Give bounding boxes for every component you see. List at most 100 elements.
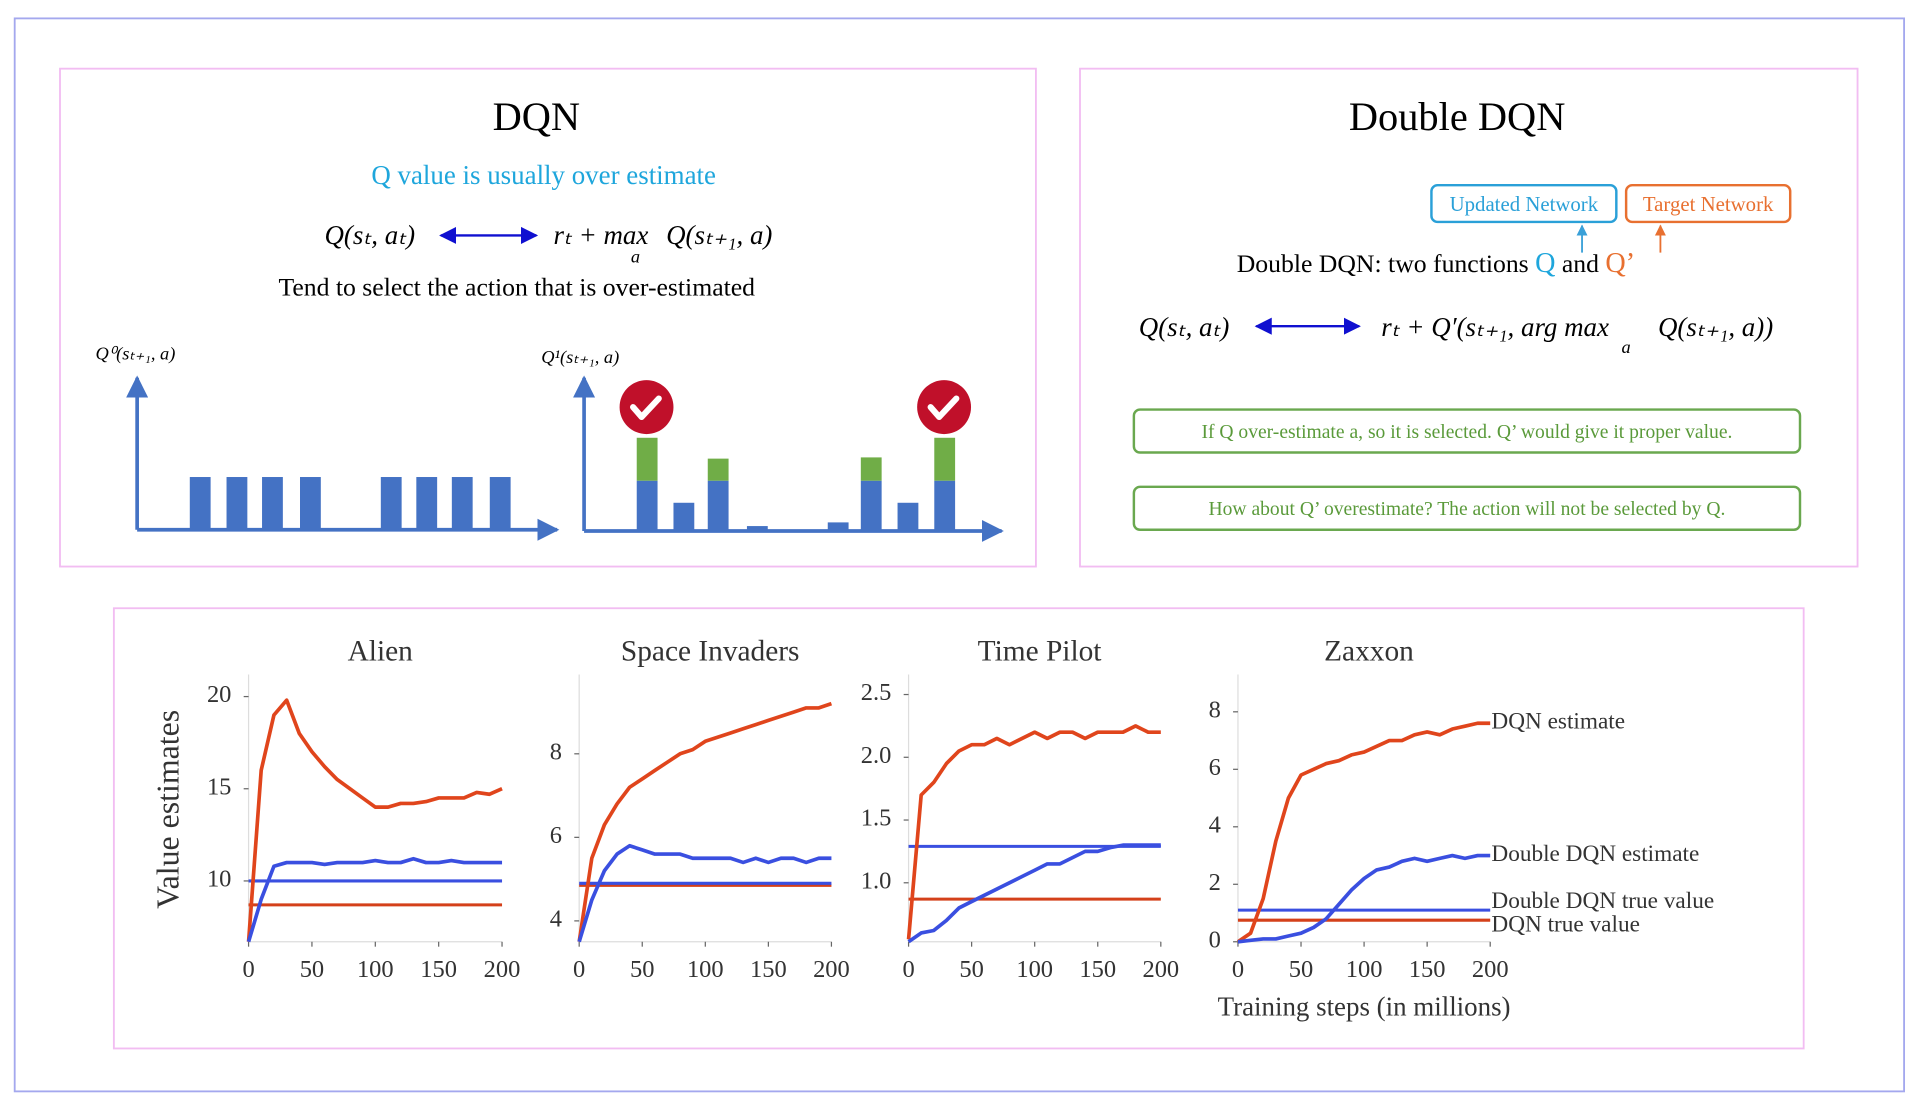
- series-line: [246, 856, 503, 943]
- y-tick-label: 20: [207, 681, 231, 708]
- formula-lhs: Q(sₜ, aₜ): [324, 220, 415, 250]
- ddqn-panel: [1079, 67, 1859, 568]
- bar-extra: [934, 437, 956, 481]
- x-tick-label: 200: [1142, 956, 1179, 983]
- x-tick-label: 150: [1079, 956, 1116, 983]
- check-mark: [927, 395, 960, 420]
- check-mark: [630, 395, 662, 420]
- sentence-part: Double DQN: two functions: [1237, 249, 1535, 278]
- formula-rhs-tail: Q(sₜ₊₁, a)): [1658, 312, 1773, 342]
- formula-rhs: rₜ + Q′(sₜ₊₁, arg max: [1381, 312, 1609, 342]
- x-axis-label: Training steps (in millions): [1218, 991, 1511, 1021]
- y-axis-label: Value estimates: [151, 710, 186, 909]
- y-tick-label: 6: [550, 822, 562, 849]
- x-tick-label: 0: [573, 956, 585, 983]
- y-tick-label: 1.0: [861, 867, 892, 894]
- outer-frame: [13, 17, 1905, 1093]
- legend-label: Double DQN estimate: [1491, 841, 1699, 867]
- series-line: [577, 843, 832, 943]
- chart-title: Time Pilot: [978, 635, 1102, 667]
- bar: [897, 502, 919, 531]
- note-box: [1132, 408, 1802, 454]
- x-tick-label: 50: [1289, 956, 1313, 983]
- x-tick-label: 200: [813, 956, 850, 983]
- results-panel: [112, 607, 1805, 1050]
- chart-title: Space Invaders: [621, 635, 800, 667]
- bar: [934, 480, 956, 531]
- x-tick-label: 50: [959, 956, 983, 983]
- series-line: [906, 724, 1161, 940]
- bar: [380, 477, 402, 530]
- bar: [746, 526, 768, 531]
- x-tick-label: 150: [1409, 956, 1446, 983]
- series-line: [1237, 853, 1491, 944]
- subtitle: Q value is usually over estimate: [371, 160, 716, 190]
- y-tick-label: 2: [1209, 869, 1221, 896]
- bar: [707, 480, 729, 531]
- note: If Q over-estimate a, so it is selected.…: [1201, 422, 1732, 443]
- y-tick-label: 2.5: [861, 679, 892, 706]
- panel-title: Double DQN: [1349, 94, 1566, 139]
- tag: Updated Network: [1450, 192, 1599, 216]
- bar: [451, 477, 473, 530]
- bar-extra: [860, 457, 882, 481]
- series-line: [907, 843, 1161, 944]
- sentence-q2: Q’: [1605, 248, 1635, 279]
- y-tick-label: 15: [207, 773, 231, 800]
- panel-title: DQN: [493, 94, 581, 139]
- y-tick-label: 0: [1209, 926, 1221, 953]
- sentence-part: and: [1555, 249, 1605, 278]
- legend-label: DQN estimate: [1491, 709, 1625, 735]
- check-badge: [917, 380, 972, 435]
- bar: [300, 477, 321, 530]
- y-tick-label: 8: [550, 738, 562, 765]
- x-tick-label: 150: [750, 956, 787, 983]
- formula-sub: a: [1622, 337, 1631, 357]
- legend-label: DQN true value: [1491, 912, 1639, 938]
- bar-extra: [707, 458, 729, 481]
- axis-label: Q¹(sₜ₊₁, a): [541, 347, 619, 368]
- x-tick-label: 100: [687, 956, 724, 983]
- y-tick-label: 10: [207, 866, 231, 893]
- dqn-panel: [59, 67, 1037, 568]
- schematic-bars: [126, 375, 1004, 543]
- series-line: [246, 698, 503, 942]
- series-line: [1236, 721, 1491, 944]
- y-tick-label: 4: [1209, 811, 1221, 838]
- note: How about Q’ overestimate? The action wi…: [1208, 499, 1725, 520]
- bar: [827, 522, 849, 531]
- bar: [262, 477, 283, 530]
- x-tick-label: 100: [357, 956, 394, 983]
- y-tick-label: 1.5: [861, 805, 892, 832]
- bar: [489, 477, 511, 530]
- formula-rhs-tail: Q(sₜ₊₁, a): [666, 220, 772, 250]
- chart-title: Zaxxon: [1324, 635, 1414, 667]
- y-tick-label: 6: [1209, 754, 1221, 781]
- y-tick-label: 2.0: [861, 742, 892, 769]
- bar: [226, 477, 248, 530]
- formula-sub: a: [631, 246, 640, 266]
- x-tick-label: 200: [1472, 956, 1509, 983]
- x-tick-label: 100: [1016, 956, 1053, 983]
- note: Tend to select the action that is over-e…: [278, 273, 755, 302]
- legend-label: Double DQN true value: [1491, 888, 1714, 914]
- tag-box: [1430, 183, 1618, 224]
- formula-lhs: Q(sₜ, aₜ): [1139, 312, 1230, 342]
- x-tick-label: 0: [242, 956, 254, 983]
- bar: [416, 477, 438, 530]
- sentence: Double DQN: two functions Q and Q’: [1237, 248, 1635, 279]
- bar-extra: [636, 437, 658, 481]
- sentence-q: Q: [1535, 248, 1555, 279]
- x-tick-label: 100: [1346, 956, 1383, 983]
- tag-box: [1624, 183, 1792, 224]
- x-tick-label: 150: [420, 956, 457, 983]
- x-tick-label: 50: [630, 956, 654, 983]
- tag: Target Network: [1643, 192, 1774, 216]
- x-tick-label: 50: [300, 956, 324, 983]
- bar: [636, 480, 658, 531]
- x-tick-label: 200: [484, 956, 521, 983]
- bar: [673, 502, 695, 531]
